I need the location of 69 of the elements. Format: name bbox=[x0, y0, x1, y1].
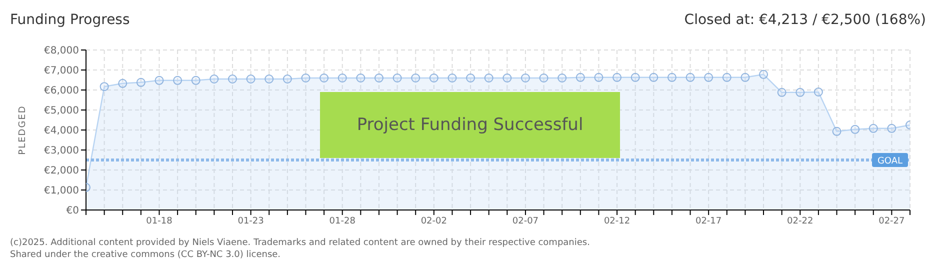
point bbox=[612, 72, 622, 82]
x-tick-label: 02-12 bbox=[604, 216, 630, 226]
x-tick-label: 02-27 bbox=[878, 216, 905, 226]
point bbox=[814, 88, 823, 96]
point bbox=[850, 124, 860, 134]
point bbox=[777, 88, 786, 97]
y-tick-label: €4,000 bbox=[44, 126, 79, 137]
x-tick-label: 01-23 bbox=[238, 216, 264, 226]
point bbox=[301, 74, 310, 82]
point bbox=[667, 72, 676, 82]
point bbox=[484, 74, 494, 82]
y-axis-title: PLEDGED bbox=[18, 105, 28, 155]
point bbox=[630, 72, 640, 82]
x-tick-label: 01-18 bbox=[146, 216, 173, 226]
point bbox=[796, 88, 805, 97]
y-tick-label: €6,000 bbox=[44, 86, 79, 97]
y-tick-label: €2,000 bbox=[44, 166, 79, 177]
point bbox=[191, 76, 200, 85]
x-tick-label: 02-17 bbox=[696, 216, 722, 226]
text: Shared under the creative commons (CC BY-NC 3.0) license. bbox=[10, 249, 282, 261]
point bbox=[210, 74, 219, 84]
point bbox=[356, 74, 366, 82]
y-tick-label: €5,000 bbox=[44, 106, 79, 117]
point bbox=[539, 74, 548, 82]
y-tick-label: €7,000 bbox=[44, 66, 79, 77]
point bbox=[118, 78, 128, 88]
point bbox=[868, 124, 878, 133]
point bbox=[282, 74, 292, 84]
x-tick-label: 02-22 bbox=[787, 216, 814, 226]
point bbox=[502, 74, 512, 82]
point bbox=[722, 72, 732, 82]
point bbox=[338, 74, 347, 82]
point bbox=[686, 72, 695, 82]
point bbox=[520, 74, 530, 82]
point bbox=[576, 72, 585, 82]
text: Closed at: €4,213 / €2,500 (168%) bbox=[684, 12, 926, 28]
point bbox=[100, 82, 109, 92]
point bbox=[374, 74, 384, 82]
y-tick-label: €3,000 bbox=[44, 146, 79, 157]
x-tick-label: 02-02 bbox=[420, 216, 447, 226]
y-tick-label: €0 bbox=[66, 206, 79, 217]
ref-line-label: GOAL bbox=[877, 156, 903, 166]
point bbox=[429, 74, 438, 82]
point bbox=[466, 74, 476, 82]
point bbox=[411, 74, 420, 82]
point bbox=[154, 76, 164, 85]
point bbox=[594, 72, 604, 82]
point bbox=[320, 74, 329, 82]
point bbox=[649, 72, 658, 82]
point bbox=[246, 74, 256, 84]
point bbox=[448, 74, 457, 82]
point bbox=[136, 78, 146, 87]
chart-title: Funding Progress bbox=[10, 12, 130, 28]
point bbox=[704, 72, 714, 82]
point bbox=[392, 74, 402, 82]
point bbox=[173, 76, 182, 85]
point bbox=[740, 72, 750, 82]
y-tick-label: €1,000 bbox=[44, 186, 79, 197]
point bbox=[228, 74, 237, 84]
x-tick-label: 01-28 bbox=[329, 216, 356, 226]
text: (c)2025. Additional content provided by Niels Viaene. Trademarks and related content are owned by their respective companies. bbox=[10, 237, 590, 249]
x-tick-label: 02-07 bbox=[512, 216, 539, 226]
point bbox=[264, 74, 274, 84]
point bbox=[887, 124, 896, 133]
point bbox=[558, 74, 567, 82]
y-tick-label: €8,000 bbox=[44, 46, 79, 57]
point bbox=[759, 70, 768, 79]
point bbox=[832, 126, 842, 136]
success-banner: Project Funding Successful bbox=[320, 92, 620, 158]
